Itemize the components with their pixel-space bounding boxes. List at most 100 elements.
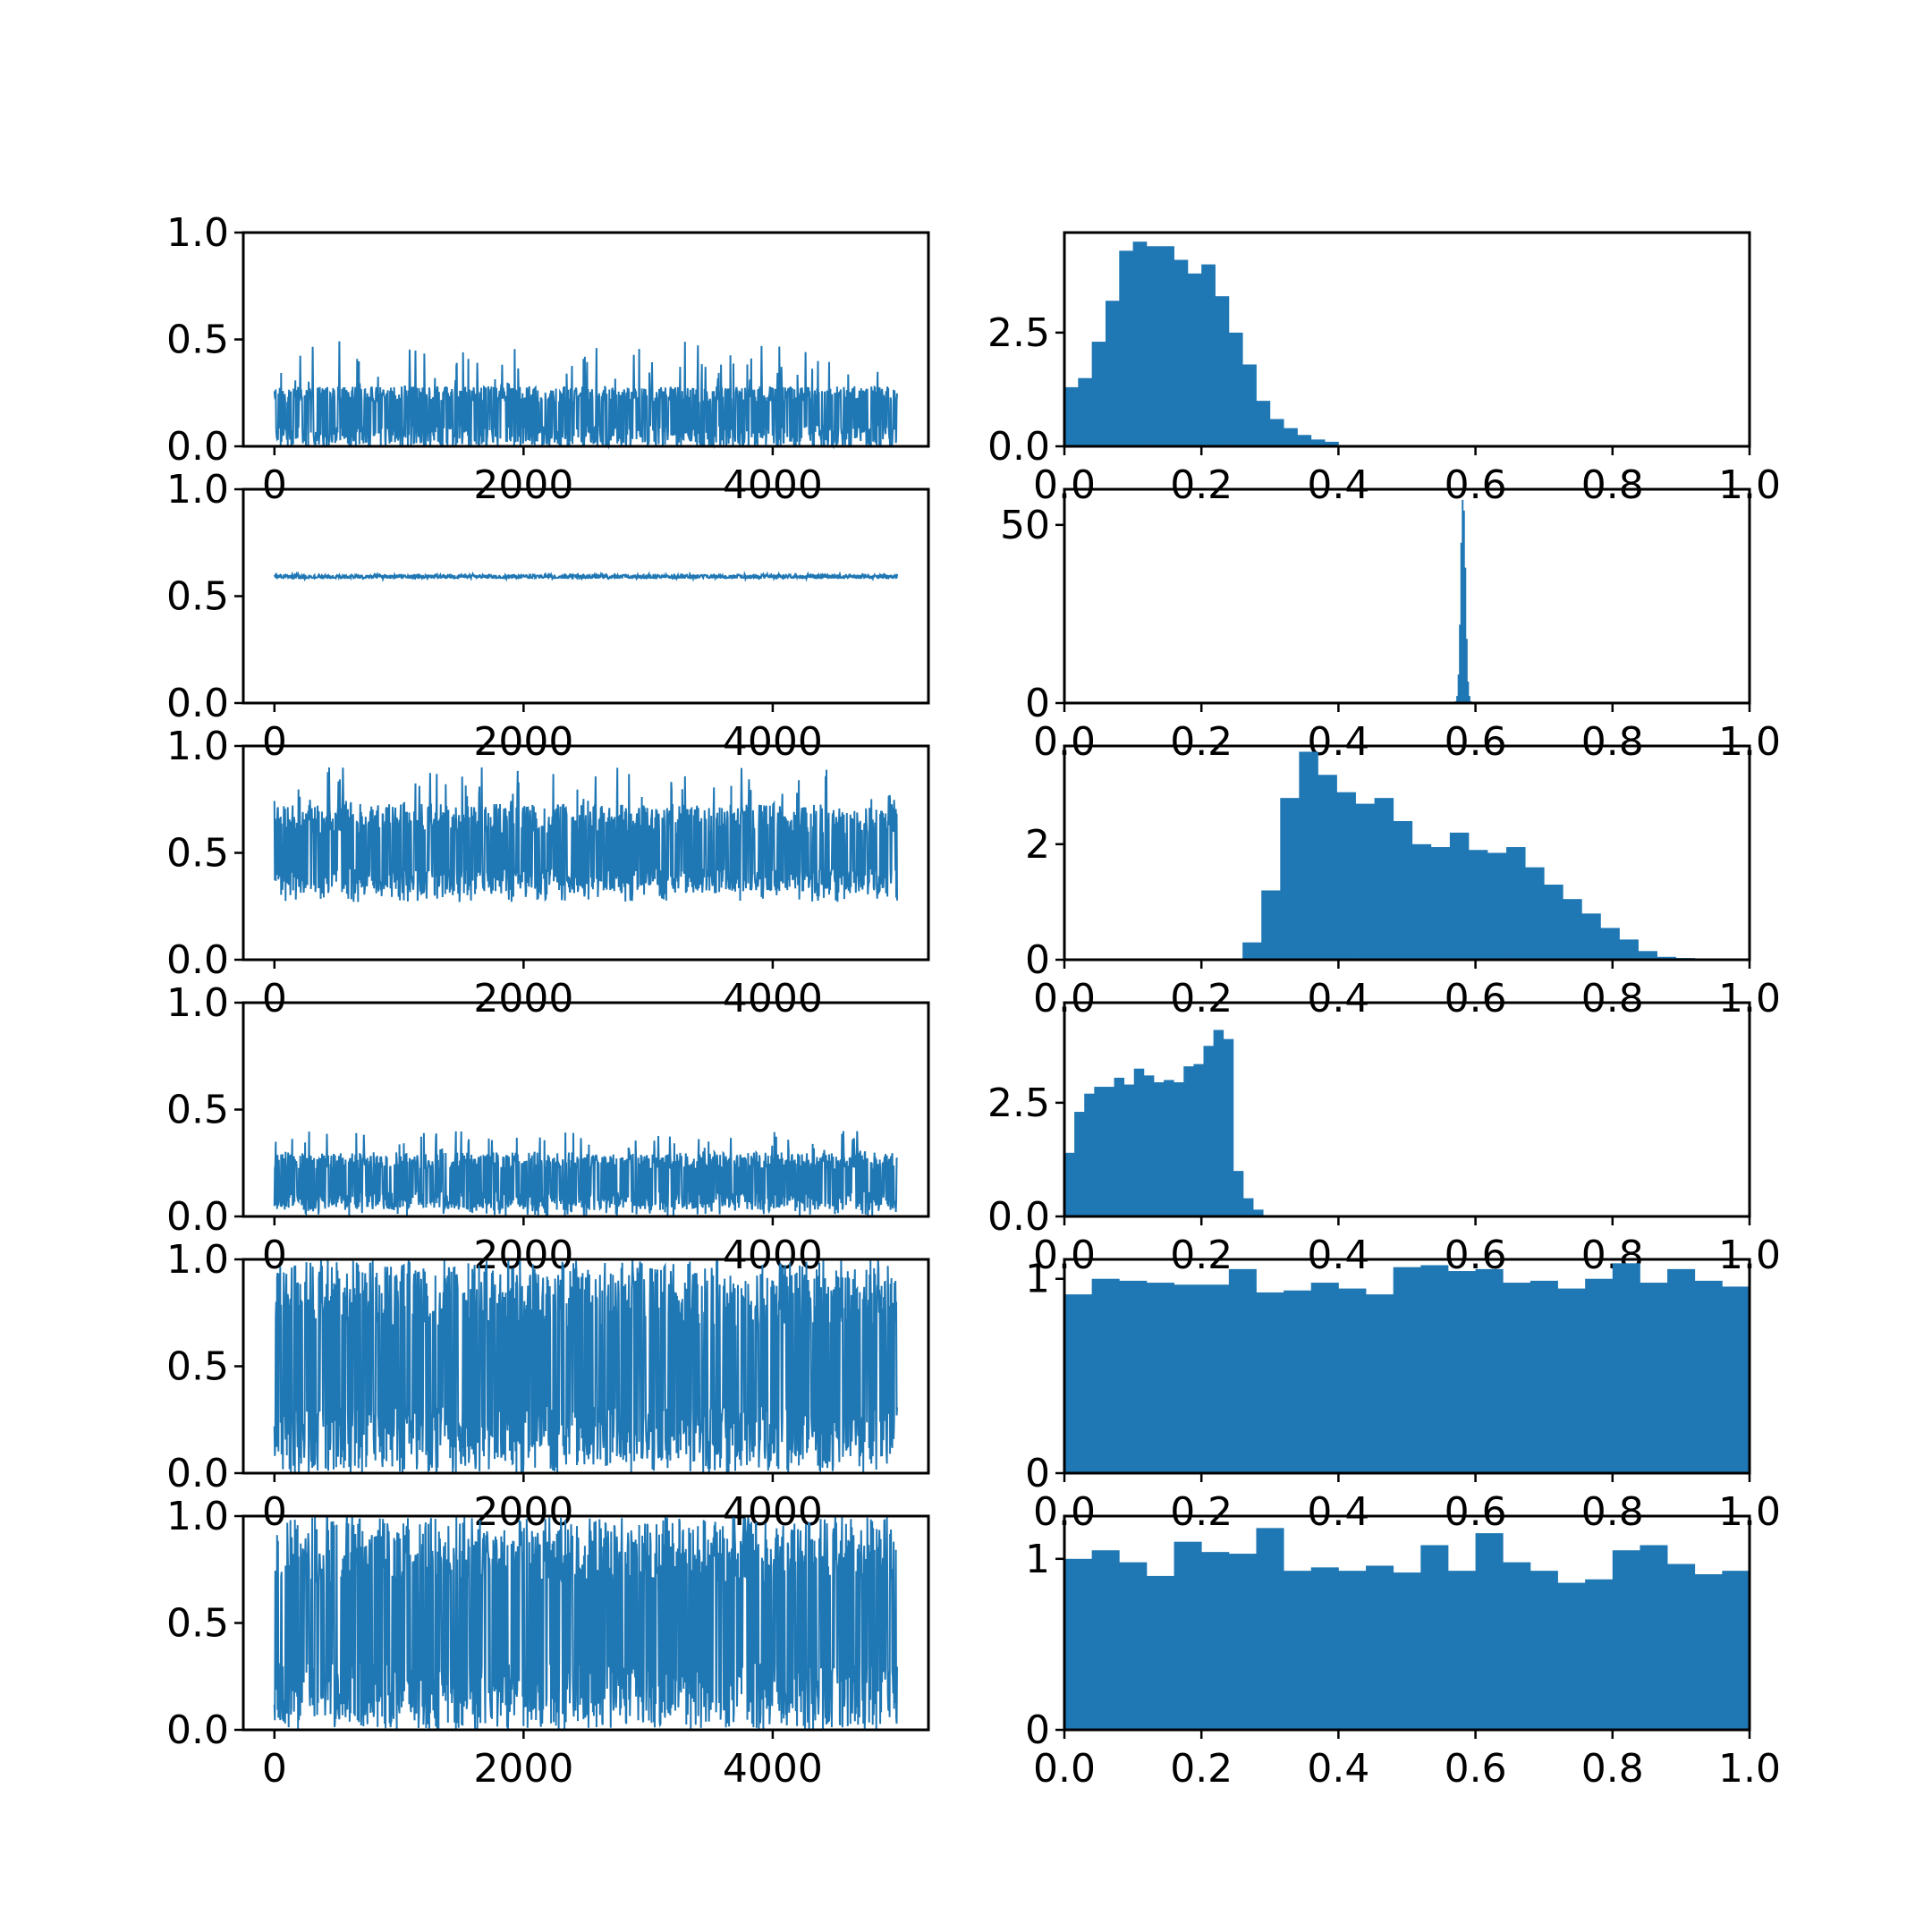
trace-line [273,1131,898,1216]
histogram-bar [1132,242,1148,446]
histogram-bar [1506,847,1526,960]
histogram-bar [1074,1112,1085,1216]
x-tick-label: 0.2 [1170,462,1233,508]
y-tick-label: 0.0 [166,1707,229,1753]
x-tick-label: 4000 [723,976,823,1021]
histogram-bar [1449,832,1470,960]
trace-line [273,341,898,450]
trace-panel-row-5: 0.00.51.00 2000 4000 [166,1237,930,1535]
histogram-bar [1183,1066,1194,1216]
y-tick-label: 0.0 [987,424,1050,470]
histogram-bar [1503,1562,1531,1730]
histogram-bar [1393,820,1413,960]
x-tick-label: 4000 [723,719,823,765]
histogram-bar [1464,567,1467,703]
y-tick-label: 0.0 [166,681,229,726]
histogram-bar [1612,1550,1640,1730]
histogram-bar [1722,1286,1750,1473]
y-tick-label: 1 [1025,1537,1050,1582]
x-tick-label: 0.4 [1307,462,1369,508]
histogram-bar [1667,1268,1696,1473]
trace-panel-row-3: 0.0 0.5 1.0 0 2000 4000 [166,724,930,1021]
histogram-bar [1336,792,1356,960]
histogram-bar [1585,1579,1614,1730]
histogram-bar [1544,885,1563,960]
histogram-bar [1722,1571,1750,1730]
y-tick-label: 0.0 [166,424,229,470]
histogram-bar [1064,1294,1093,1473]
histogram-panel-row-1: 0.02.50.0 0.2 0.4 0.6 0.8 1.0 [987,231,1781,508]
histogram-bar [1215,296,1230,446]
y-tick-label: 1 [1025,1257,1050,1302]
histogram-bar [1612,1263,1640,1473]
x-tick-label: 0 [262,976,287,1021]
histogram-bar [1119,1280,1148,1473]
y-tick-label: 0.0 [987,1194,1050,1240]
histogram-bar [1640,1545,1668,1730]
y-tick-label: 0 [1025,937,1050,983]
histogram-bar [1366,1565,1394,1730]
histogram-bar [1233,1171,1244,1216]
x-tick-label: 0.2 [1170,719,1233,765]
x-tick-label: 0.6 [1445,1489,1507,1535]
histogram-bar [1462,510,1465,703]
histogram-bar [1468,850,1488,960]
y-tick-label: 0 [1025,1707,1050,1753]
x-tick-label: 0.8 [1581,976,1644,1021]
histogram-bar [1503,1283,1531,1473]
x-tick-label: 0.2 [1170,1489,1233,1535]
histogram-bar [1119,250,1133,446]
histogram-bar [1447,1271,1476,1473]
histogram-bar [1475,1533,1504,1730]
histogram-bar [1667,1563,1696,1730]
histogram-bar [1338,1571,1367,1730]
histogram-bar [1203,1046,1215,1216]
histogram-bar [1213,1030,1224,1216]
histogram-bar [1585,1278,1614,1473]
histogram-bar [1420,1545,1449,1730]
axes-frame [1063,1001,1751,1218]
axes-frame [1063,231,1751,448]
histogram-bar [1420,1265,1449,1473]
histogram-bar [1694,1574,1723,1730]
histogram-bar [1459,624,1462,703]
histogram-bar [1557,1288,1586,1473]
x-tick-label: 1.0 [1718,1746,1781,1792]
x-tick-label: 0.6 [1445,719,1507,765]
trace-line [273,767,898,902]
x-tick-label: 0.8 [1581,719,1644,765]
x-tick-label: 0.6 [1445,1746,1507,1792]
histogram-bar [1114,1077,1125,1216]
histogram-bar [1530,1571,1558,1730]
y-tick-label: 1.0 [166,980,229,1026]
histogram-bar [1525,867,1545,960]
histogram-bar [1146,246,1161,446]
x-tick-label: 4000 [723,1233,823,1278]
axes-frame [1063,744,1751,962]
x-tick-label: 2000 [473,1233,573,1278]
histogram-bar [1064,386,1079,446]
x-tick-label: 0 [262,1233,287,1278]
y-tick-label: 0.5 [166,318,229,363]
y-tick-label: 0.5 [166,1344,229,1390]
y-tick-label: 0.5 [166,831,229,877]
histogram-bar [1119,1562,1148,1730]
histogram-bar [1146,1283,1174,1473]
histogram-bar [1475,1268,1504,1473]
histogram-bar [1078,377,1093,446]
histogram-bar [1447,1571,1476,1730]
histogram-bar [1201,1284,1230,1473]
x-tick-label: 0.8 [1581,1746,1644,1792]
histogram-bar [1310,1567,1339,1730]
histogram-bar [1201,1552,1230,1730]
histogram-bar [1310,1283,1339,1473]
histogram-bar [1146,1575,1174,1730]
histogram-bar [1557,1582,1586,1730]
histogram-bar [1084,1093,1095,1216]
histogram-bar [1256,1292,1284,1473]
histogram-bar [1563,899,1582,960]
x-tick-label: 0.4 [1307,1233,1369,1278]
histogram-bar [1467,682,1470,703]
histogram-bar [1174,1284,1202,1473]
histogram-bar [1160,246,1174,446]
